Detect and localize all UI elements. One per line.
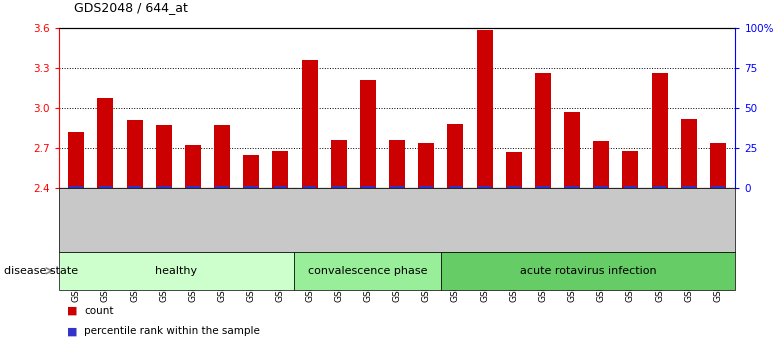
Bar (331, 140, 347, 188)
Bar (710, 142, 726, 188)
Bar (507, 186, 521, 188)
Bar (653, 186, 666, 188)
Bar (622, 150, 638, 188)
Bar (214, 125, 230, 188)
Bar (128, 186, 141, 188)
Bar (390, 186, 404, 188)
Bar (419, 186, 433, 188)
Bar (565, 186, 579, 188)
Bar (535, 73, 551, 188)
Bar (477, 30, 492, 188)
Bar (623, 186, 637, 188)
Bar (216, 186, 229, 188)
Bar (274, 186, 287, 188)
Bar (332, 186, 346, 188)
Bar (97, 98, 114, 188)
Bar (389, 140, 405, 188)
Bar (272, 150, 289, 188)
Bar (506, 152, 522, 188)
Bar (477, 186, 492, 188)
Bar (681, 118, 697, 188)
Bar (594, 186, 608, 188)
Bar (360, 80, 376, 188)
Bar (157, 186, 171, 188)
Text: convalescence phase: convalescence phase (308, 266, 427, 276)
Bar (361, 186, 375, 188)
Text: healthy: healthy (155, 266, 198, 276)
Bar (245, 186, 258, 188)
Bar (536, 186, 550, 188)
Bar (186, 186, 200, 188)
Bar (185, 145, 201, 188)
Bar (652, 73, 668, 188)
Bar (418, 142, 434, 188)
Bar (682, 186, 695, 188)
Bar (448, 186, 463, 188)
Text: ■: ■ (67, 326, 77, 336)
Bar (99, 186, 112, 188)
Bar (711, 186, 724, 188)
Text: disease state: disease state (4, 266, 78, 276)
Text: count: count (84, 306, 114, 315)
Bar (303, 186, 317, 188)
Bar (593, 141, 609, 188)
Bar (448, 124, 463, 188)
Text: acute rotavirus infection: acute rotavirus infection (520, 266, 657, 276)
Text: GDS2048 / 644_at: GDS2048 / 644_at (74, 1, 188, 14)
Bar (302, 60, 318, 188)
Bar (70, 186, 83, 188)
Text: ■: ■ (67, 306, 77, 315)
Text: percentile rank within the sample: percentile rank within the sample (84, 326, 260, 336)
Bar (156, 125, 172, 188)
Bar (564, 112, 580, 188)
Bar (126, 120, 143, 188)
Bar (243, 155, 260, 188)
Bar (68, 132, 85, 188)
